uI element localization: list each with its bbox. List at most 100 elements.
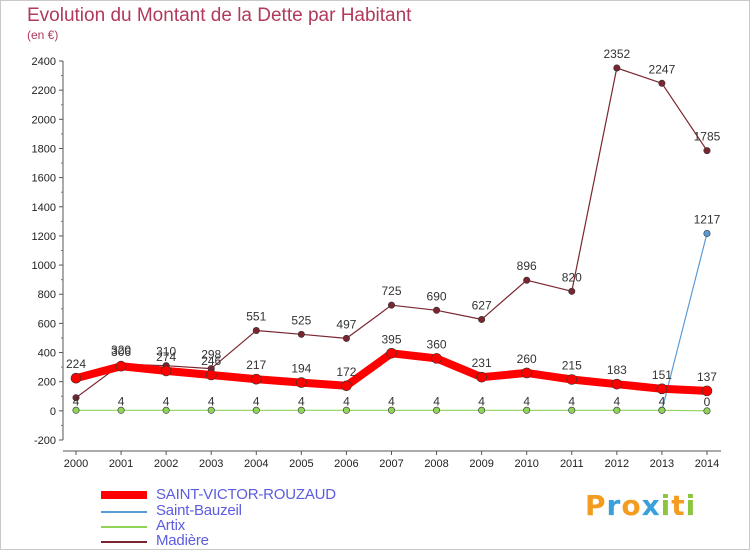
legend-item-saint-victor-rouzaud: SAINT-VICTOR-ROUZAUD — [101, 486, 521, 504]
data-label-saint-victor-rouzaud: 306 — [111, 345, 131, 359]
x-tick-label: 2009 — [469, 458, 493, 470]
y-tick-label: 1600 — [32, 173, 56, 185]
data-point-madiere — [568, 287, 576, 295]
chart-subtitle: (en €) — [27, 28, 59, 42]
data-label-saint-victor-rouzaud: 151 — [652, 368, 672, 382]
x-tick-label: 2011 — [560, 458, 584, 470]
data-label-madiere: 1785 — [694, 130, 721, 144]
data-point-madiere — [297, 330, 305, 338]
data-label-saint-victor-rouzaud: 274 — [156, 350, 176, 364]
data-point-madiere — [478, 315, 486, 323]
x-tick-label: 2002 — [154, 458, 178, 470]
data-label-saint-victor-rouzaud: 172 — [336, 365, 356, 379]
y-tick-label: 1200 — [32, 231, 56, 243]
logo-letter: r — [606, 489, 622, 522]
data-point-madiere — [252, 327, 260, 335]
data-point-saint-victor-rouzaud — [566, 374, 578, 385]
data-label-saint-victor-rouzaud: 224 — [66, 357, 86, 371]
data-point-saint-victor-rouzaud — [160, 365, 172, 377]
data-label-saint-victor-rouzaud: 215 — [562, 359, 582, 373]
data-point-artix — [252, 406, 260, 414]
data-point-saint-victor-rouzaud — [386, 347, 397, 359]
y-tick-label: -200 — [34, 435, 56, 447]
data-label-artix: 4 — [478, 394, 485, 408]
x-tick-label: 2007 — [379, 458, 403, 470]
data-point-artix — [387, 406, 395, 414]
data-point-artix — [207, 406, 215, 414]
data-point-artix — [162, 406, 170, 414]
y-tick-label: 2000 — [32, 114, 56, 126]
data-label-saint-victor-rouzaud: 360 — [427, 337, 447, 351]
x-tick-label: 2014 — [695, 458, 719, 470]
data-point-saint-victor-rouzaud — [476, 371, 487, 383]
data-point-saint-victor-rouzaud — [611, 378, 623, 390]
data-label-saint-victor-rouzaud: 137 — [697, 370, 717, 384]
x-tick-label: 2004 — [244, 458, 268, 470]
data-label-artix: 4 — [388, 394, 395, 408]
logo-letter: i — [685, 489, 697, 522]
data-label-artix: 4 — [73, 394, 80, 408]
x-tick-label: 2001 — [109, 458, 133, 470]
data-label-madiere: 690 — [427, 289, 447, 303]
data-label-artix: 4 — [298, 394, 305, 408]
data-label-artix: 4 — [568, 394, 575, 408]
data-label-saint-victor-rouzaud: 395 — [381, 332, 401, 346]
chart-title: Evolution du Montant de la Dette par Hab… — [27, 5, 412, 26]
data-label-madiere: 725 — [381, 284, 401, 298]
data-point-artix — [433, 406, 441, 414]
data-label-artix: 0 — [704, 395, 711, 409]
logo-letter: x — [641, 489, 661, 522]
legend-label: SAINT-VICTOR-ROUZAUD — [156, 486, 336, 503]
y-tick-label: 2400 — [32, 56, 56, 68]
y-tick-label: 400 — [38, 348, 56, 360]
data-point-madiere — [387, 301, 395, 309]
data-point-madiere — [613, 64, 621, 72]
data-point-madiere — [342, 334, 350, 342]
y-tick-label: 1400 — [32, 202, 56, 214]
x-tick-label: 2003 — [199, 458, 223, 470]
data-label-madiere: 320 — [111, 343, 131, 357]
legend-swatch — [101, 541, 147, 543]
data-point-saint-victor-rouzaud — [70, 372, 82, 384]
data-label-saint-bauzeil: 1217 — [694, 212, 721, 226]
x-tick-label: 2012 — [605, 458, 629, 470]
legend-swatch — [101, 491, 147, 499]
data-label-madiere: 551 — [246, 310, 266, 324]
y-tick-label: 1800 — [32, 143, 56, 155]
data-point-artix — [478, 406, 486, 414]
data-label-madiere: 820 — [562, 270, 582, 284]
data-label-artix: 4 — [659, 394, 666, 408]
data-point-saint-victor-rouzaud — [656, 383, 668, 395]
data-point-artix — [523, 406, 531, 414]
data-point-artix — [342, 406, 350, 414]
y-tick-label: 200 — [38, 377, 56, 389]
logo-letter: P — [585, 489, 607, 522]
data-point-artix — [568, 406, 576, 414]
data-point-artix — [613, 406, 621, 414]
data-point-artix — [703, 407, 711, 415]
x-tick-label: 2000 — [64, 458, 88, 470]
data-point-madiere — [523, 276, 531, 284]
data-point-madiere — [72, 394, 80, 402]
data-label-madiere: 497 — [336, 317, 356, 331]
logo-letter: i — [660, 489, 672, 522]
legend-label: Saint-Bauzeil — [156, 502, 242, 519]
x-tick-label: 2013 — [650, 458, 674, 470]
data-point-artix — [297, 406, 305, 414]
data-point-saint-victor-rouzaud — [701, 385, 713, 397]
data-label-saint-victor-rouzaud: 246 — [201, 354, 221, 368]
y-tick-label: 600 — [38, 318, 56, 330]
data-point-saint-victor-rouzaud — [521, 367, 533, 379]
logo-letter: o — [621, 489, 642, 522]
data-label-artix: 4 — [253, 394, 260, 408]
data-label-madiere: 2352 — [603, 47, 630, 61]
data-point-madiere — [658, 79, 666, 87]
y-tick-label: 2200 — [32, 85, 56, 97]
data-point-saint-bauzeil — [703, 229, 711, 237]
data-label-madiere: 896 — [517, 259, 537, 273]
data-label-saint-victor-rouzaud: 231 — [472, 356, 492, 370]
legend-item-saint-bauzeil: Saint-Bauzeil — [101, 502, 521, 520]
x-tick-label: 2008 — [424, 458, 448, 470]
